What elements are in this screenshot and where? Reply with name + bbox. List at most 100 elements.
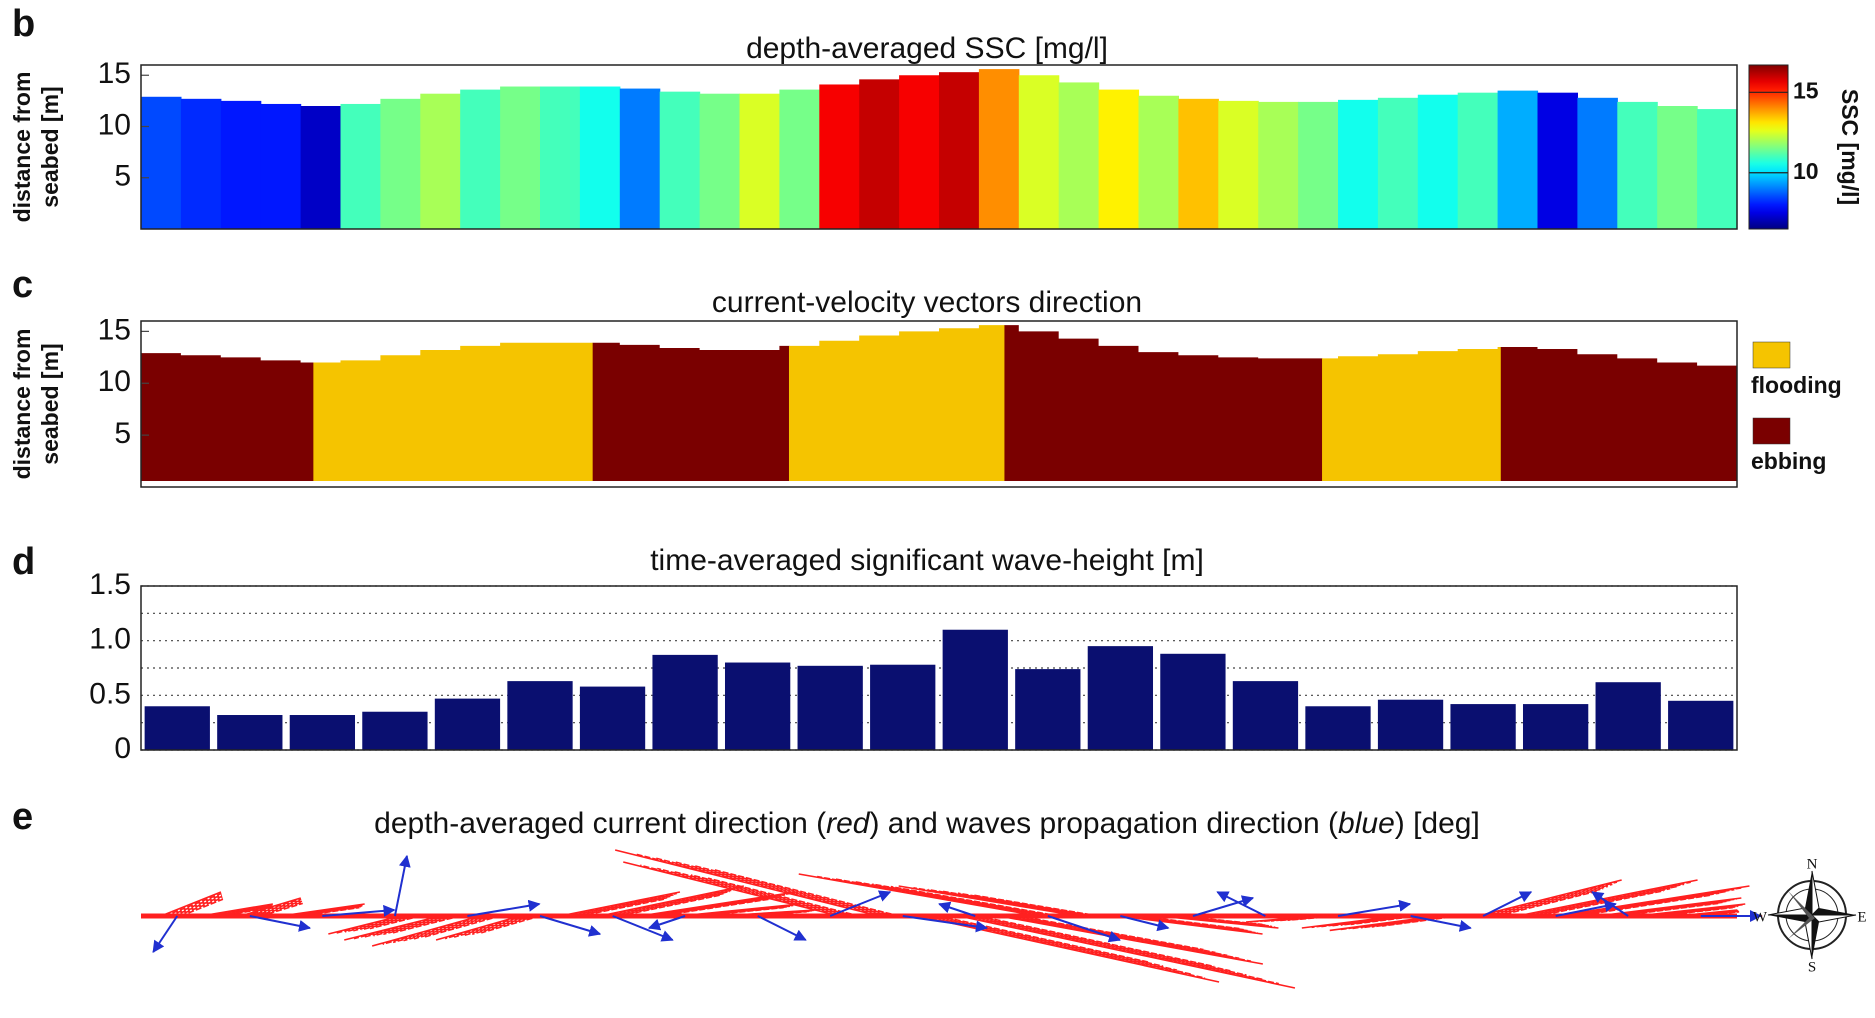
- current-vector: [1134, 915, 1245, 931]
- current-vector: [659, 898, 770, 917]
- ssc-column: [1098, 89, 1140, 229]
- current-vector: [1138, 915, 1240, 930]
- current-vector: [1497, 890, 1599, 917]
- bar: [1087, 646, 1154, 750]
- colorbar-tick-label: 10: [1793, 158, 1819, 184]
- ssc-column: [1218, 100, 1259, 229]
- current-vector: [172, 895, 223, 917]
- bar: [144, 706, 210, 750]
- current-vector: [614, 849, 880, 917]
- bar: [217, 715, 283, 750]
- colorbar-label: SSC [mg/l]: [1837, 89, 1863, 205]
- current-vector: [444, 915, 525, 940]
- compass-label: E: [1857, 909, 1866, 925]
- ssc-column: [978, 69, 1020, 229]
- bar: [434, 698, 501, 750]
- current-vector: [634, 853, 884, 917]
- current-vector: [615, 892, 726, 917]
- current-vector: [890, 885, 1059, 917]
- bar: [1595, 682, 1661, 750]
- current-vector: [603, 887, 740, 917]
- current-vector: [699, 906, 784, 917]
- current-vector: [978, 915, 1215, 968]
- bar: [1305, 706, 1371, 750]
- current-vector: [344, 915, 441, 941]
- ssc-column: [500, 86, 541, 230]
- current-vector: [1577, 894, 1712, 917]
- legend-swatch: [1752, 417, 1791, 445]
- current-vector: [336, 915, 405, 934]
- current-vector: [623, 861, 840, 917]
- wave-vector: [1192, 895, 1255, 917]
- current-vector: [1697, 911, 1740, 917]
- wave-vector: [829, 890, 892, 917]
- current-vector: [1382, 915, 1458, 927]
- direction-segment: [592, 325, 790, 481]
- y-axis-label: distance from: [9, 329, 35, 480]
- wave-vector: [1410, 915, 1472, 932]
- current-vector: [403, 915, 493, 942]
- current-vector: [1321, 915, 1406, 928]
- panel-letter: d: [12, 541, 35, 583]
- ssc-column: [1617, 101, 1658, 229]
- current-vector: [383, 915, 457, 936]
- current-vector: [966, 915, 1263, 981]
- wave-vector: [249, 915, 312, 932]
- wave-vector: [757, 915, 807, 941]
- ssc-column: [1657, 106, 1698, 229]
- y-tick-label: 5: [114, 417, 131, 450]
- y-tick-label: 10: [98, 108, 131, 141]
- panel-letter: e: [12, 796, 33, 838]
- current-vector: [344, 915, 409, 933]
- y-axis-label: distance from: [9, 72, 35, 223]
- panel-title: time-averaged significant wave-height [m…: [650, 544, 1204, 577]
- y-axis-label: seabed [m]: [37, 86, 63, 207]
- ssc-column: [1417, 94, 1459, 229]
- current-vector: [176, 897, 223, 917]
- current-vector: [392, 915, 489, 944]
- wave-vector: [1120, 915, 1170, 932]
- y-tick-label: 0.5: [89, 677, 131, 710]
- wave-vector: [612, 915, 674, 942]
- current-vector: [260, 902, 303, 917]
- ssc-column: [1178, 98, 1219, 229]
- direction-segment: [1322, 325, 1502, 481]
- current-vector: [1002, 915, 1252, 962]
- ssc-column: [540, 86, 581, 230]
- y-tick-label: 1.5: [89, 568, 131, 601]
- current-vector: [300, 906, 360, 917]
- bar: [724, 662, 791, 750]
- current-vector: [160, 891, 222, 917]
- current-vector: [471, 915, 537, 936]
- bar: [1450, 704, 1516, 750]
- panel-title: depth-averaged SSC [mg/l]: [746, 32, 1108, 65]
- ssc-column: [260, 103, 302, 229]
- panel-letter: c: [12, 264, 33, 306]
- ssc-column: [819, 84, 860, 229]
- bar: [1232, 681, 1299, 750]
- current-vector: [835, 878, 1047, 917]
- current-vector: [292, 905, 362, 917]
- current-vector: [934, 915, 1164, 967]
- current-vector: [369, 915, 421, 930]
- current-vector: [1617, 902, 1719, 917]
- compass-label: S: [1808, 959, 1816, 975]
- ssc-column: [1298, 101, 1339, 229]
- current-vector: [240, 897, 301, 917]
- legend-label: ebbing: [1751, 448, 1826, 474]
- current-vector: [453, 915, 529, 938]
- current-vector: [898, 885, 1079, 917]
- y-tick-label: 0: [114, 732, 131, 765]
- wave-vector: [1216, 891, 1266, 917]
- plot-frame: [140, 320, 1738, 488]
- current-vector: [1657, 906, 1733, 917]
- current-vector: [970, 915, 1247, 976]
- y-tick-label: 1.0: [89, 623, 131, 656]
- current-vector: [462, 915, 533, 937]
- wave-vector: [152, 915, 179, 953]
- panel-title: current-velocity vectors direction: [712, 286, 1142, 319]
- current-vector: [373, 915, 453, 937]
- colorbar-tick-label: 15: [1793, 77, 1819, 103]
- ssc-column: [739, 93, 780, 229]
